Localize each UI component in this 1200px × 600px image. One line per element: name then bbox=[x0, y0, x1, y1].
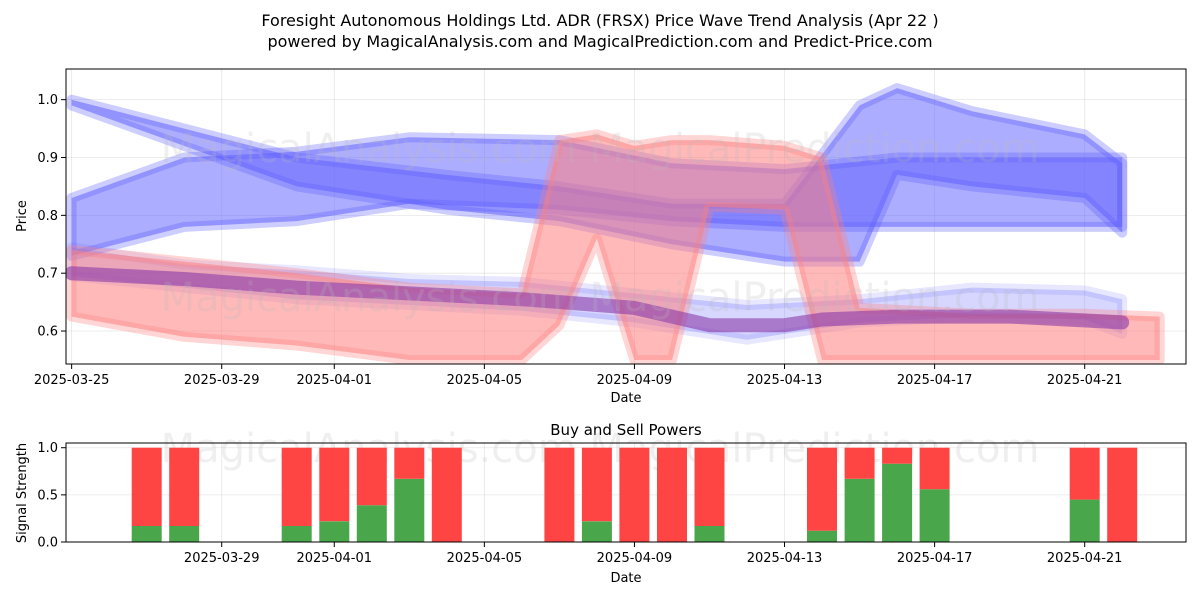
buy-bar bbox=[694, 526, 725, 542]
sell-bar bbox=[844, 447, 875, 479]
buy-bar bbox=[1069, 499, 1100, 542]
sell-bar bbox=[431, 447, 462, 542]
buy-sell-y-ticks: 0.0 0.5 1.0 bbox=[37, 441, 66, 551]
buy-bar bbox=[394, 478, 425, 542]
chart-title: Foresight Autonomous Holdings Ltd. ADR (… bbox=[261, 11, 938, 30]
wave-band-3 bbox=[66, 129, 1165, 364]
buy-sell-x-tick-label: 2025-04-21 bbox=[1047, 551, 1123, 566]
price-x-tick-label: 2025-03-29 bbox=[184, 373, 260, 388]
price-x-ticks: 2025-03-25 2025-03-29 2025-04-01 2025-04-05… bbox=[34, 364, 1123, 388]
buy-sell-y-tick-label: 1.0 bbox=[37, 441, 58, 456]
buy-sell-x-label: Date bbox=[610, 571, 641, 586]
buy-sell-panel: Buy and Sell Powers MagicalAnalysis.com … bbox=[15, 421, 1187, 586]
price-y-tick-label: 0.9 bbox=[37, 151, 58, 166]
price-x-tick-label: 2025-04-05 bbox=[447, 373, 523, 388]
price-x-tick-label: 2025-04-01 bbox=[296, 373, 372, 388]
sell-bar bbox=[657, 447, 687, 542]
sell-bar bbox=[319, 447, 350, 522]
sell-bar bbox=[882, 447, 913, 464]
price-x-tick-label: 2025-04-21 bbox=[1047, 373, 1123, 388]
buy-sell-title: Buy and Sell Powers bbox=[550, 421, 702, 439]
buy-sell-x-tick-label: 2025-04-17 bbox=[897, 551, 973, 566]
sell-bar bbox=[694, 447, 725, 526]
sell-bar bbox=[1107, 447, 1138, 542]
buy-sell-plot-frame bbox=[65, 442, 1187, 543]
sell-bar bbox=[919, 447, 950, 490]
buy-bar bbox=[356, 505, 387, 542]
price-y-label: Price bbox=[15, 200, 30, 232]
buy-sell-y-tick-label: 0.5 bbox=[37, 488, 58, 503]
buy-bar bbox=[919, 489, 950, 542]
price-y-tick-label: 0.8 bbox=[37, 209, 58, 224]
sell-bar bbox=[544, 447, 575, 542]
price-y-tick-label: 0.6 bbox=[37, 325, 58, 340]
buy-sell-y-tick-label: 0.0 bbox=[37, 536, 58, 551]
buy-sell-x-tick-label: 2025-04-01 bbox=[296, 551, 372, 566]
sell-bar bbox=[1069, 447, 1100, 500]
price-y-tick-label: 0.7 bbox=[37, 267, 58, 282]
sell-bar bbox=[807, 447, 837, 531]
buy-bar bbox=[281, 526, 312, 542]
price-wave-bands bbox=[66, 83, 1165, 364]
buy-sell-bars bbox=[131, 447, 1138, 542]
watermark-middle: MagicalAnalysis.com MagicalPrediction.co… bbox=[161, 275, 1040, 321]
price-y-ticks: 0.6 0.7 0.8 0.9 1.0 bbox=[37, 93, 66, 340]
buy-bar bbox=[844, 478, 875, 542]
price-x-tick-label: 2025-04-13 bbox=[747, 373, 823, 388]
price-x-tick-label: 2025-03-25 bbox=[34, 373, 110, 388]
sell-bar bbox=[169, 447, 200, 526]
buy-sell-x-tick-label: 2025-04-05 bbox=[447, 551, 523, 566]
price-wave-panel: MagicalAnalysis.com MagicalPrediction.co… bbox=[15, 68, 1187, 406]
buy-bar bbox=[882, 463, 913, 542]
watermark-top: MagicalAnalysis.com MagicalPrediction.co… bbox=[161, 126, 1040, 172]
chart-subtitle: powered by MagicalAnalysis.com and Magic… bbox=[267, 32, 932, 51]
wave-center-line bbox=[66, 266, 1130, 333]
buy-sell-x-tick-label: 2025-03-29 bbox=[184, 551, 260, 566]
buy-bar bbox=[581, 521, 612, 542]
price-plot-frame bbox=[65, 68, 1187, 365]
buy-sell-x-ticks: 2025-03-29 2025-04-01 2025-04-05 2025-04-09… bbox=[184, 542, 1123, 566]
buy-bar bbox=[807, 530, 837, 542]
price-x-tick-label: 2025-04-17 bbox=[897, 373, 973, 388]
buy-bar bbox=[169, 526, 200, 542]
buy-sell-x-tick-label: 2025-04-13 bbox=[747, 551, 823, 566]
sell-bar bbox=[356, 447, 387, 506]
sell-bar bbox=[619, 447, 650, 542]
sell-bar bbox=[581, 447, 612, 522]
buy-sell-x-tick-label: 2025-04-09 bbox=[597, 551, 673, 566]
buy-bar bbox=[131, 526, 162, 542]
buy-sell-y-label: Signal Strength bbox=[15, 443, 30, 543]
price-x-label: Date bbox=[610, 391, 641, 406]
price-x-tick-label: 2025-04-09 bbox=[597, 373, 673, 388]
sell-bar bbox=[394, 447, 425, 479]
buy-bar bbox=[319, 521, 350, 542]
price-y-tick-label: 1.0 bbox=[37, 93, 58, 108]
sell-bar bbox=[131, 447, 162, 526]
sell-bar bbox=[281, 447, 312, 526]
